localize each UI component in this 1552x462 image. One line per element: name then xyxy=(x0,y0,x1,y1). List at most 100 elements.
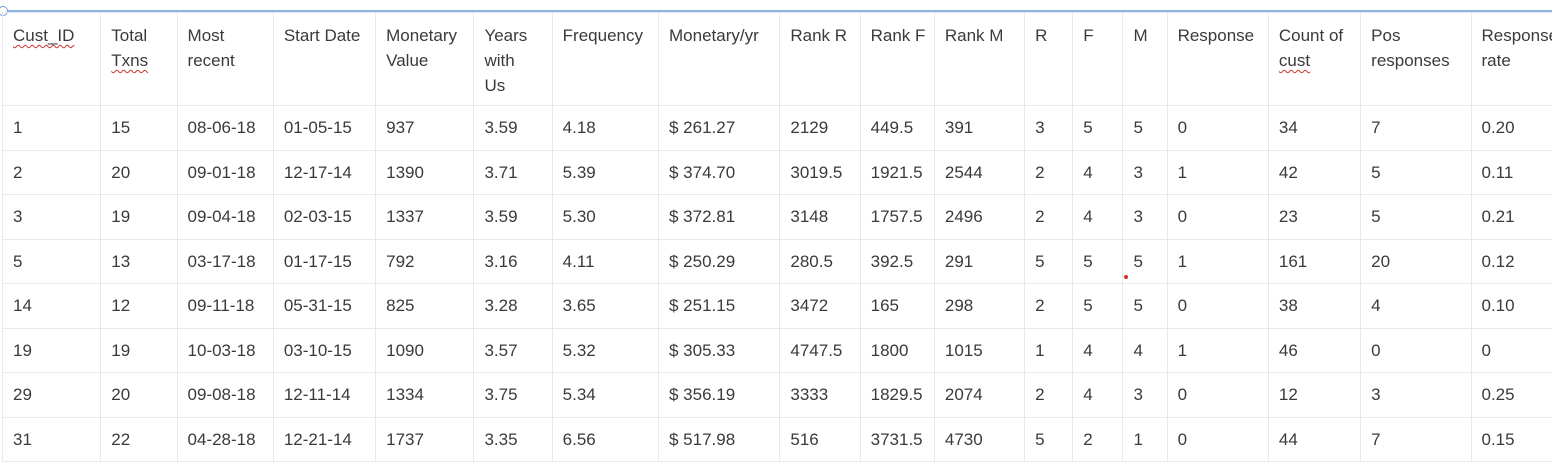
header-cell[interactable]: Start Date xyxy=(273,13,375,106)
table-cell[interactable]: 5 xyxy=(1025,239,1073,284)
table-cell[interactable]: 0 xyxy=(1167,417,1268,462)
table-cell[interactable]: 42 xyxy=(1268,150,1360,195)
table-cell[interactable]: 280.5 xyxy=(780,239,860,284)
header-cell[interactable]: Monetary/yr xyxy=(659,13,780,106)
table-cell[interactable]: 29 xyxy=(3,373,101,418)
table-cell[interactable]: 449.5 xyxy=(860,106,934,151)
header-cell[interactable]: Rank R xyxy=(780,13,860,106)
table-cell[interactable]: $ 517.98 xyxy=(659,417,780,462)
table-cell[interactable]: 09-11-18 xyxy=(177,284,273,329)
table-cell[interactable]: 20 xyxy=(101,150,177,195)
table-cell[interactable]: 08-06-18 xyxy=(177,106,273,151)
table-cell[interactable]: 1757.5 xyxy=(860,195,934,240)
table-cell[interactable]: 19 xyxy=(3,328,101,373)
table-cell[interactable]: 09-01-18 xyxy=(177,150,273,195)
table-cell[interactable]: 298 xyxy=(934,284,1024,329)
table-cell[interactable]: 5 xyxy=(1025,417,1073,462)
table-cell[interactable]: 825 xyxy=(376,284,474,329)
table-cell[interactable]: 3.57 xyxy=(474,328,552,373)
table-cell[interactable]: 2 xyxy=(1025,284,1073,329)
table-cell[interactable]: 3019.5 xyxy=(780,150,860,195)
table-cell[interactable]: 516 xyxy=(780,417,860,462)
table-cell[interactable]: 4.11 xyxy=(552,239,658,284)
table-cell[interactable]: $ 261.27 xyxy=(659,106,780,151)
table-cell[interactable]: 4 xyxy=(1073,373,1123,418)
table-cell[interactable]: 3.71 xyxy=(474,150,552,195)
header-cell[interactable]: R xyxy=(1025,13,1073,106)
table-cell[interactable]: 3472 xyxy=(780,284,860,329)
table-cell[interactable]: 19 xyxy=(101,328,177,373)
table-cell[interactable]: $ 356.19 xyxy=(659,373,780,418)
table-cell[interactable]: 0 xyxy=(1471,328,1552,373)
table-cell[interactable]: 12 xyxy=(101,284,177,329)
table-cell[interactable]: 4747.5 xyxy=(780,328,860,373)
table-cell[interactable]: 3148 xyxy=(780,195,860,240)
table-cell[interactable]: 0.21 xyxy=(1471,195,1552,240)
table-cell[interactable]: 1 xyxy=(1123,417,1167,462)
table-cell[interactable]: 23 xyxy=(1268,195,1360,240)
table-cell[interactable]: 1921.5 xyxy=(860,150,934,195)
table-cell[interactable]: 291 xyxy=(934,239,1024,284)
table-cell[interactable]: 1334 xyxy=(376,373,474,418)
table-cell[interactable]: 937 xyxy=(376,106,474,151)
header-cell[interactable]: Cust_ID xyxy=(3,13,101,106)
table-cell[interactable]: 3 xyxy=(3,195,101,240)
table-cell[interactable]: 3 xyxy=(1361,373,1471,418)
table-cell[interactable]: 3 xyxy=(1123,373,1167,418)
table-cell[interactable]: 3.28 xyxy=(474,284,552,329)
table-cell[interactable]: 4730 xyxy=(934,417,1024,462)
table-cell[interactable]: 20 xyxy=(1361,239,1471,284)
table-cell[interactable]: 1390 xyxy=(376,150,474,195)
table-cell[interactable]: 12 xyxy=(1268,373,1360,418)
table-cell[interactable]: 09-04-18 xyxy=(177,195,273,240)
table-cell[interactable]: 2 xyxy=(1025,150,1073,195)
table-cell[interactable]: 1090 xyxy=(376,328,474,373)
table-cell[interactable]: 46 xyxy=(1268,328,1360,373)
table-cell[interactable]: 5 xyxy=(1123,106,1167,151)
table-cell[interactable]: 3.59 xyxy=(474,195,552,240)
table-cell[interactable]: 161 xyxy=(1268,239,1360,284)
table-cell[interactable]: 0 xyxy=(1167,106,1268,151)
table-cell[interactable]: 3 xyxy=(1123,195,1167,240)
table-cell[interactable]: 3 xyxy=(1025,106,1073,151)
table-cell[interactable]: 22 xyxy=(101,417,177,462)
table-cell[interactable]: 0.15 xyxy=(1471,417,1552,462)
table-cell[interactable]: 4 xyxy=(1073,150,1123,195)
table-cell[interactable]: 3.65 xyxy=(552,284,658,329)
table-cell[interactable]: 2 xyxy=(3,150,101,195)
table-cell[interactable]: 5 xyxy=(1361,195,1471,240)
table-cell[interactable]: 02-03-15 xyxy=(273,195,375,240)
table-cell[interactable]: 2496 xyxy=(934,195,1024,240)
table-cell[interactable]: 19 xyxy=(101,195,177,240)
table-cell[interactable]: 165 xyxy=(860,284,934,329)
table-cell[interactable]: 01-17-15 xyxy=(273,239,375,284)
table-cell[interactable]: 10-03-18 xyxy=(177,328,273,373)
table-cell[interactable]: 0 xyxy=(1167,195,1268,240)
table-cell[interactable]: 5 xyxy=(1073,106,1123,151)
table-cell[interactable]: 01-05-15 xyxy=(273,106,375,151)
table-cell[interactable]: 1 xyxy=(1167,239,1268,284)
table-cell[interactable]: $ 250.29 xyxy=(659,239,780,284)
table-cell[interactable]: 0 xyxy=(1167,373,1268,418)
table-cell[interactable]: 0.11 xyxy=(1471,150,1552,195)
header-cell[interactable]: Rank F xyxy=(860,13,934,106)
table-cell[interactable]: $ 374.70 xyxy=(659,150,780,195)
table-cell[interactable]: 792 xyxy=(376,239,474,284)
table-cell[interactable]: 5.34 xyxy=(552,373,658,418)
table-cell[interactable]: 14 xyxy=(3,284,101,329)
table-cell[interactable]: 05-31-15 xyxy=(273,284,375,329)
table-cell[interactable]: 2 xyxy=(1073,417,1123,462)
table-cell[interactable]: 13 xyxy=(101,239,177,284)
table-cell[interactable]: 392.5 xyxy=(860,239,934,284)
table-cell[interactable]: $ 372.81 xyxy=(659,195,780,240)
table-cell[interactable]: 0 xyxy=(1361,328,1471,373)
table-cell[interactable]: 12-11-14 xyxy=(273,373,375,418)
table-cell[interactable]: 3333 xyxy=(780,373,860,418)
table-cell[interactable]: 03-17-18 xyxy=(177,239,273,284)
table-cell[interactable]: 20 xyxy=(101,373,177,418)
table-cell[interactable]: 5 xyxy=(1073,239,1123,284)
table-cell[interactable]: 5 xyxy=(1123,284,1167,329)
